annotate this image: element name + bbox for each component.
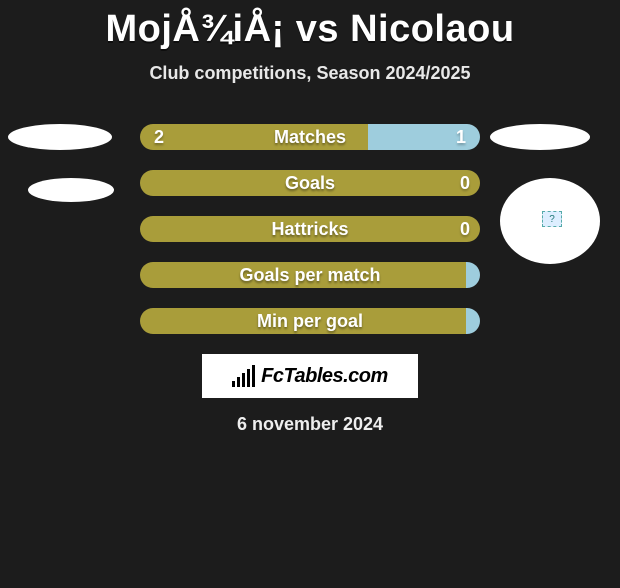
bar-left: [140, 216, 480, 242]
bar-right: 0: [460, 216, 470, 242]
bar-left: [140, 308, 466, 334]
player-left-shape-2: [28, 178, 114, 202]
stat-bar: 0Goals: [140, 170, 480, 196]
row-side-right: [480, 262, 600, 288]
page-subtitle: Club competitions, Season 2024/2025: [0, 63, 620, 84]
bar-right: [466, 262, 480, 288]
row-side-left: [20, 308, 140, 334]
stat-row: Goals per match: [0, 262, 620, 288]
page-title: MojÅ¾iÅ¡ vs Nicolaou: [0, 8, 620, 51]
logo-text: FcTables.com: [261, 365, 388, 388]
fctables-logo: FcTables.com: [202, 354, 418, 398]
row-side-left: [20, 216, 140, 242]
bar-left: [140, 262, 466, 288]
row-side-left: [20, 262, 140, 288]
bar-chart-icon: [232, 365, 255, 387]
stat-bar: 0Hattricks: [140, 216, 480, 242]
bar-right: [466, 308, 480, 334]
player-left-shape-1: [8, 124, 112, 150]
row-side-right: [480, 308, 600, 334]
bar-left: [140, 170, 480, 196]
stat-bar: Goals per match: [140, 262, 480, 288]
stat-bar: Min per goal: [140, 308, 480, 334]
player-right-shape-1: [490, 124, 590, 150]
bar-left: 2: [140, 124, 368, 150]
flag-icon: ?: [542, 211, 562, 227]
stat-bar: 21Matches: [140, 124, 480, 150]
bar-right: 1: [368, 124, 480, 150]
date-text: 6 november 2024: [0, 414, 620, 435]
stat-row: Min per goal: [0, 308, 620, 334]
bar-right: 0: [460, 170, 470, 196]
